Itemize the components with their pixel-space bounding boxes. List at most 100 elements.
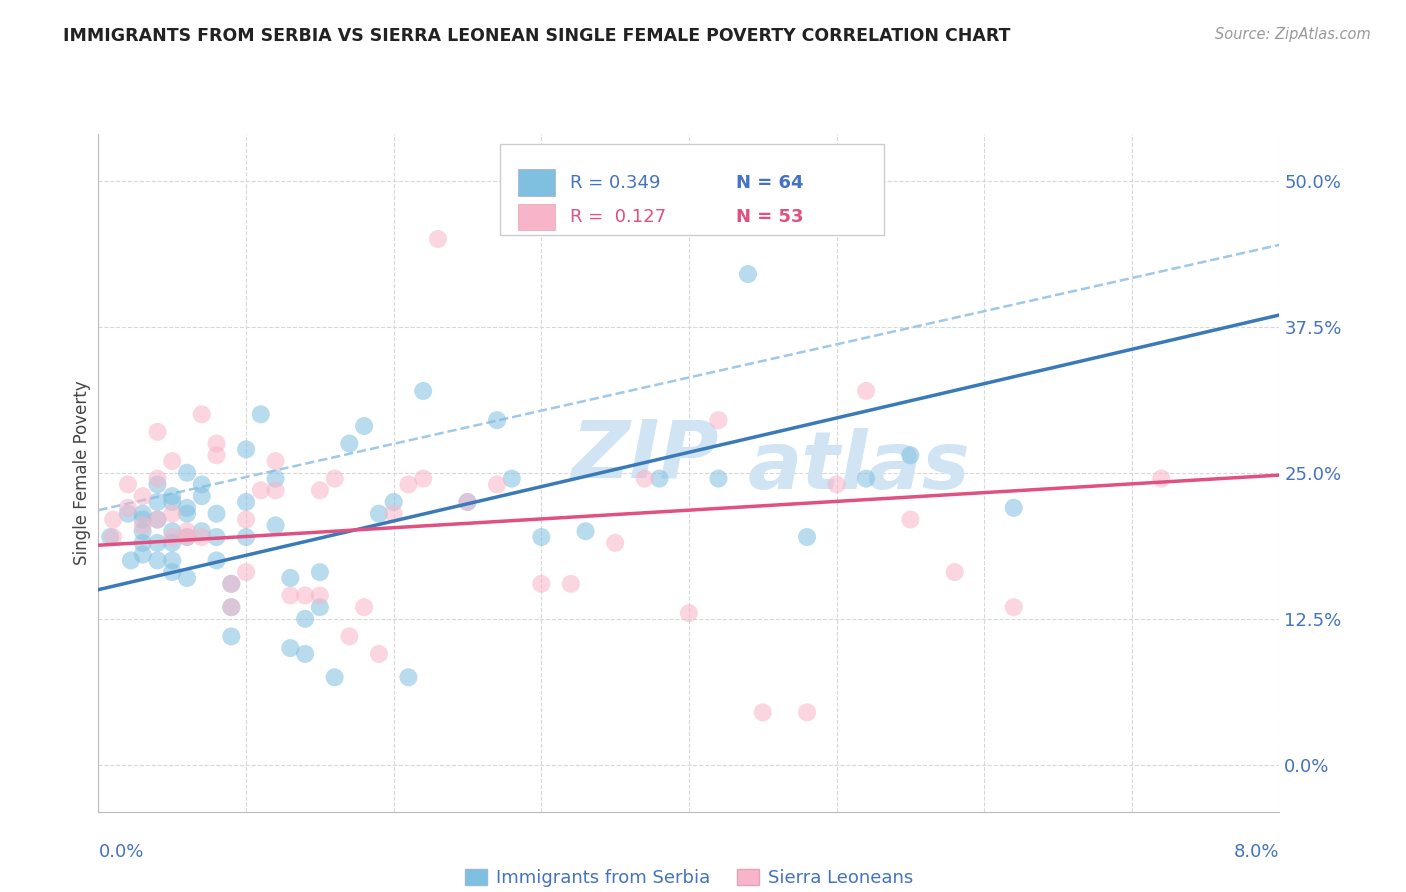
Point: [146, 536, 169, 550]
Point: [294, 612, 316, 626]
Point: [707, 472, 730, 486]
Point: [1150, 472, 1173, 486]
Point: [132, 507, 155, 521]
Point: [264, 518, 287, 533]
Point: [120, 553, 142, 567]
Text: N = 53: N = 53: [737, 208, 804, 227]
Point: [367, 647, 389, 661]
Point: [250, 407, 273, 421]
Point: [605, 536, 627, 550]
Point: [176, 571, 198, 585]
Point: [412, 384, 434, 398]
Legend: Immigrants from Serbia, Sierra Leoneans: Immigrants from Serbia, Sierra Leoneans: [458, 862, 920, 892]
Point: [308, 565, 332, 579]
Point: [456, 495, 478, 509]
Point: [235, 442, 257, 457]
Point: [323, 472, 346, 486]
Point: [294, 647, 316, 661]
Point: [162, 530, 183, 544]
Point: [132, 489, 155, 503]
Point: [367, 507, 389, 521]
Point: [308, 589, 332, 603]
Point: [485, 413, 508, 427]
Point: [205, 507, 228, 521]
Point: [205, 553, 228, 567]
Point: [191, 477, 214, 491]
Text: R = 0.349: R = 0.349: [569, 174, 661, 192]
Point: [132, 518, 155, 533]
Point: [825, 477, 848, 491]
Point: [176, 466, 198, 480]
FancyBboxPatch shape: [517, 204, 555, 230]
Point: [146, 553, 169, 567]
Point: [146, 495, 169, 509]
Point: [117, 477, 139, 491]
Point: [264, 472, 287, 486]
Point: [191, 524, 214, 539]
Point: [323, 670, 346, 684]
Point: [278, 571, 302, 585]
Point: [796, 530, 818, 544]
Point: [176, 500, 198, 515]
Point: [900, 448, 922, 462]
Point: [205, 448, 228, 462]
Point: [162, 454, 183, 468]
Point: [264, 454, 287, 468]
Point: [530, 576, 553, 591]
Point: [501, 472, 523, 486]
Point: [294, 589, 316, 603]
Point: [98, 530, 121, 544]
Point: [103, 530, 125, 544]
Point: [751, 706, 773, 720]
Point: [382, 507, 405, 521]
Point: [146, 472, 169, 486]
Point: [900, 512, 922, 526]
Point: [412, 472, 434, 486]
Point: [337, 629, 360, 643]
Point: [278, 589, 302, 603]
Point: [855, 384, 877, 398]
Point: [191, 489, 214, 503]
Point: [162, 565, 183, 579]
Point: [337, 436, 360, 450]
Point: [235, 530, 257, 544]
Point: [146, 425, 169, 439]
Point: [250, 483, 273, 498]
Point: [382, 495, 405, 509]
Point: [176, 524, 198, 539]
Point: [855, 472, 877, 486]
FancyBboxPatch shape: [517, 169, 555, 196]
Point: [530, 530, 553, 544]
Point: [162, 507, 183, 521]
Point: [132, 512, 155, 526]
Text: atlas: atlas: [748, 428, 970, 506]
Text: ZIP: ZIP: [571, 417, 718, 494]
Text: N = 64: N = 64: [737, 174, 804, 192]
Point: [235, 512, 257, 526]
Point: [678, 606, 700, 620]
Point: [396, 477, 419, 491]
Point: [396, 670, 419, 684]
Point: [176, 530, 198, 544]
Point: [132, 524, 155, 539]
Point: [235, 565, 257, 579]
Point: [191, 407, 214, 421]
Point: [205, 530, 228, 544]
Text: 8.0%: 8.0%: [1234, 843, 1279, 861]
Text: R =  0.127: R = 0.127: [569, 208, 666, 227]
Point: [176, 507, 198, 521]
Point: [146, 512, 169, 526]
Point: [1002, 600, 1025, 615]
Point: [162, 524, 183, 539]
Point: [146, 477, 169, 491]
Point: [278, 641, 302, 656]
Point: [456, 495, 478, 509]
Point: [191, 530, 214, 544]
Point: [426, 232, 449, 246]
Point: [560, 576, 582, 591]
Point: [574, 524, 596, 539]
Point: [132, 548, 155, 562]
Point: [353, 600, 375, 615]
FancyBboxPatch shape: [501, 144, 884, 235]
Text: IMMIGRANTS FROM SERBIA VS SIERRA LEONEAN SINGLE FEMALE POVERTY CORRELATION CHART: IMMIGRANTS FROM SERBIA VS SIERRA LEONEAN…: [63, 27, 1011, 45]
